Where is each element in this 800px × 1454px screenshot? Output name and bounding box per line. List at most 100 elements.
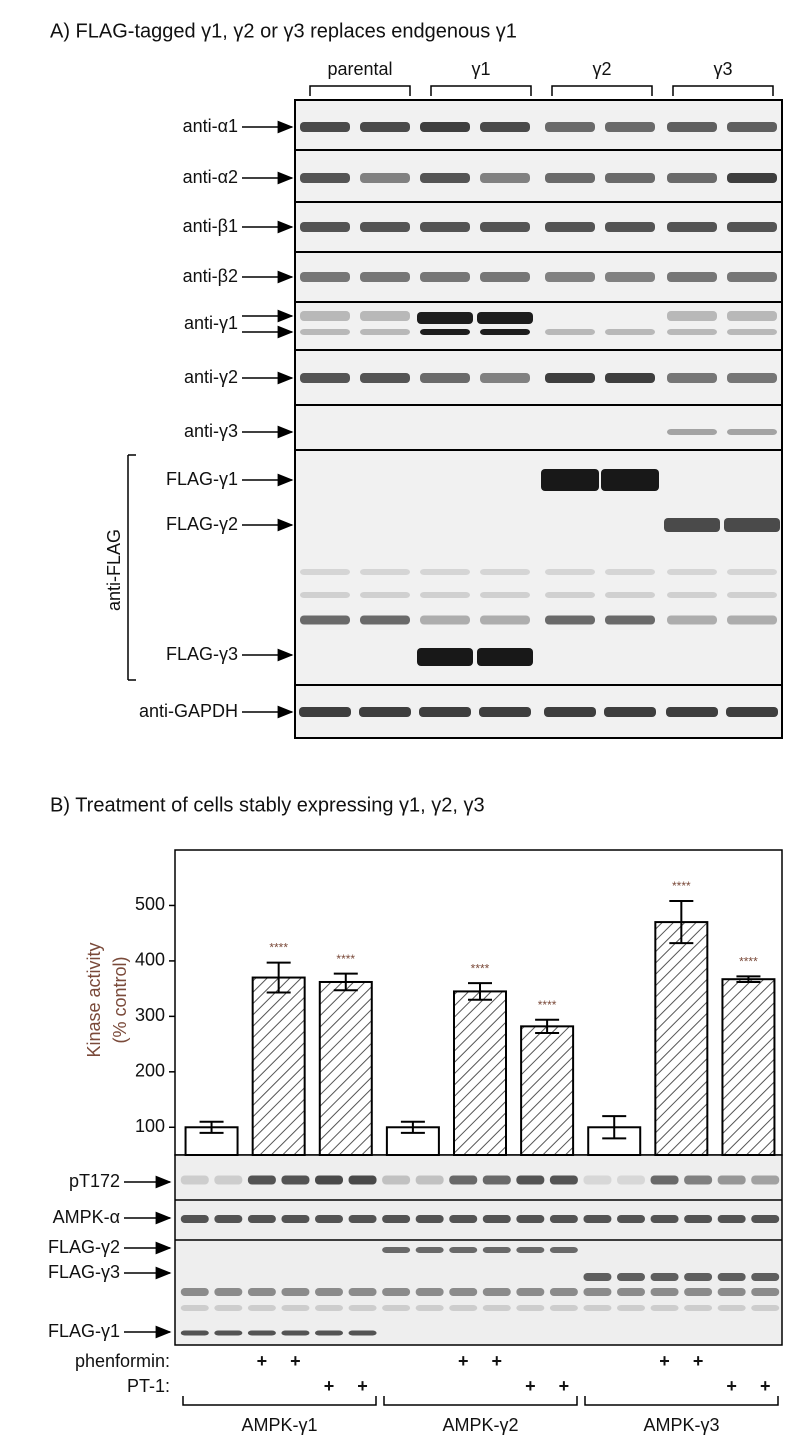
row-label: anti-β1 <box>183 216 238 236</box>
blot-row-label: pT172 <box>69 1171 120 1191</box>
significance: **** <box>471 961 490 975</box>
band <box>667 373 717 383</box>
band <box>415 1247 444 1253</box>
group-label: γ1 <box>471 59 490 79</box>
band <box>482 1215 511 1223</box>
band <box>617 1215 645 1223</box>
band <box>544 707 596 717</box>
band <box>549 1215 578 1223</box>
band <box>482 1288 511 1296</box>
bar <box>184 1126 239 1156</box>
band <box>420 272 470 282</box>
band <box>214 1305 243 1311</box>
band <box>751 1175 780 1185</box>
band <box>545 122 595 132</box>
band <box>247 1215 276 1223</box>
row-label: anti-α2 <box>183 167 238 187</box>
band <box>549 1247 578 1253</box>
band <box>717 1305 746 1311</box>
band <box>360 222 410 232</box>
band <box>516 1305 545 1311</box>
bar <box>520 1025 575 1156</box>
band <box>605 615 655 625</box>
band <box>605 222 655 232</box>
band <box>601 469 659 491</box>
band <box>545 569 595 575</box>
y-axis-label: Kinase activity <box>84 942 104 1057</box>
band <box>726 707 778 717</box>
y-tick-label: 500 <box>135 894 165 914</box>
band <box>477 312 533 324</box>
band <box>281 1215 310 1223</box>
band <box>477 648 533 666</box>
treatment-label: PT-1: <box>127 1376 170 1396</box>
band <box>300 122 350 132</box>
band <box>727 122 777 132</box>
band <box>382 1288 411 1296</box>
band <box>751 1215 780 1223</box>
band <box>180 1288 209 1296</box>
band <box>360 592 410 598</box>
band <box>727 569 777 575</box>
group-label: γ2 <box>592 59 611 79</box>
band <box>382 1247 411 1253</box>
band <box>604 707 656 717</box>
treatment-mark: + <box>559 1376 570 1396</box>
bar <box>453 990 507 1157</box>
band <box>359 707 411 717</box>
band <box>281 1175 310 1185</box>
loading-label: anti-GAPDH <box>139 701 238 721</box>
band <box>549 1175 578 1185</box>
band <box>583 1273 612 1281</box>
band <box>420 222 470 232</box>
band <box>480 615 530 625</box>
band <box>482 1175 511 1185</box>
band <box>545 272 595 282</box>
band <box>247 1305 276 1311</box>
band <box>480 173 530 183</box>
band <box>545 373 595 383</box>
band <box>360 373 410 383</box>
row-label: anti-β2 <box>183 266 238 286</box>
band <box>727 272 777 282</box>
band <box>315 1330 343 1336</box>
significance: **** <box>739 955 758 969</box>
significance: **** <box>672 879 691 893</box>
treatment-label: phenformin: <box>75 1351 170 1371</box>
bar <box>721 978 776 1157</box>
band <box>281 1330 310 1336</box>
band <box>667 311 717 321</box>
group-bracket <box>672 85 774 96</box>
band <box>545 173 595 183</box>
band <box>420 615 470 625</box>
band <box>299 707 351 717</box>
band <box>480 329 530 335</box>
flag-row-label: FLAG-γ1 <box>166 469 238 489</box>
treatment-mark: + <box>357 1376 368 1396</box>
flag-group-label: anti-FLAG <box>104 529 124 611</box>
band <box>650 1288 679 1296</box>
band <box>360 329 410 335</box>
flag-row-label: FLAG-γ3 <box>48 1262 120 1282</box>
band <box>545 222 595 232</box>
band <box>549 1288 578 1296</box>
band <box>605 272 655 282</box>
band <box>281 1305 310 1311</box>
band <box>667 429 717 435</box>
band <box>650 1175 679 1185</box>
band <box>360 311 410 321</box>
band <box>727 373 777 383</box>
band <box>684 1273 713 1281</box>
band <box>214 1288 243 1296</box>
treatment-mark: + <box>290 1351 301 1371</box>
band <box>180 1215 209 1223</box>
y-tick-label: 200 <box>135 1061 165 1081</box>
band <box>667 272 717 282</box>
band <box>449 1215 478 1223</box>
band <box>583 1305 612 1311</box>
flag-row-label: FLAG-γ2 <box>48 1237 120 1257</box>
band <box>420 329 470 335</box>
treatment-mark: + <box>726 1376 737 1396</box>
